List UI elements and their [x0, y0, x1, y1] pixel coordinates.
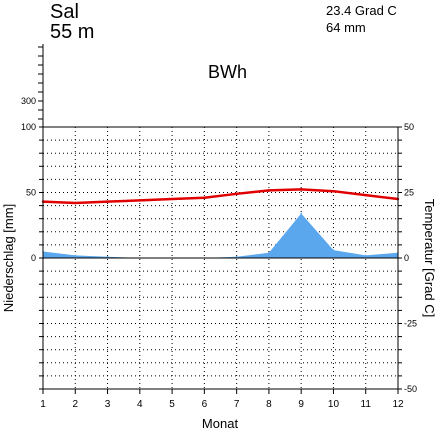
x-tick-label: 2 — [72, 399, 78, 410]
annual-precipitation: 64 mm — [326, 20, 366, 35]
temperature-point — [203, 196, 206, 199]
precipitation-point — [300, 212, 302, 215]
precip-tick-label: 100 — [21, 122, 36, 132]
y-axis-label-right: Temperatur [Grad C] — [422, 199, 437, 318]
temperature-point — [106, 200, 109, 203]
temperature-point — [74, 201, 77, 205]
temperature-point — [299, 188, 303, 191]
temperature-point — [267, 189, 271, 192]
x-tick-label: 9 — [298, 399, 304, 410]
x-tick-label: 10 — [328, 399, 340, 410]
precipitation-point — [364, 254, 367, 257]
temp-tick-label: 50 — [404, 122, 414, 132]
temperature-line — [42, 188, 399, 205]
y-axis-label-left: Niederschlag [mm] — [1, 204, 16, 312]
axes — [38, 44, 402, 394]
temperature-point — [170, 197, 174, 201]
chart-marks — [41, 188, 400, 259]
mean-temperature: 23.4 Grad C — [326, 3, 397, 18]
x-tick-label: 7 — [234, 399, 240, 410]
precipitation-point — [74, 254, 77, 257]
precipitation-area — [43, 213, 398, 258]
x-tick-label: 6 — [202, 399, 208, 410]
temperature-point — [332, 189, 335, 193]
x-axis-label: Monat — [202, 416, 239, 430]
precip-tick-label: 0 — [31, 253, 36, 263]
x-tick-label: 4 — [137, 399, 143, 410]
temp-tick-label: 25 — [404, 188, 414, 198]
precip-tick-label: 50 — [26, 188, 36, 198]
x-tick-label: 8 — [266, 399, 272, 410]
temp-tick-label: -50 — [404, 384, 417, 394]
x-tick-label: 3 — [105, 399, 111, 410]
station-elevation: 55 m — [50, 21, 94, 43]
precipitation-point — [106, 255, 109, 258]
station-name: Sal — [50, 1, 79, 23]
precipitation-point — [268, 251, 270, 254]
x-tick-label: 12 — [392, 399, 404, 410]
x-tick-label: 5 — [169, 399, 175, 410]
x-tick-label: 11 — [361, 399, 372, 410]
precip-tick-label: 300 — [21, 96, 36, 106]
temp-tick-label: -25 — [404, 319, 417, 329]
temperature-point — [364, 193, 367, 197]
x-tick-label: 1 — [40, 399, 46, 410]
temperature-point — [138, 199, 142, 202]
temperature-point — [235, 192, 238, 196]
temp-tick-label: 0 — [404, 253, 409, 263]
precipitation-point — [332, 249, 335, 251]
precipitation-point — [235, 255, 238, 258]
climate-class: BWh — [208, 62, 247, 82]
